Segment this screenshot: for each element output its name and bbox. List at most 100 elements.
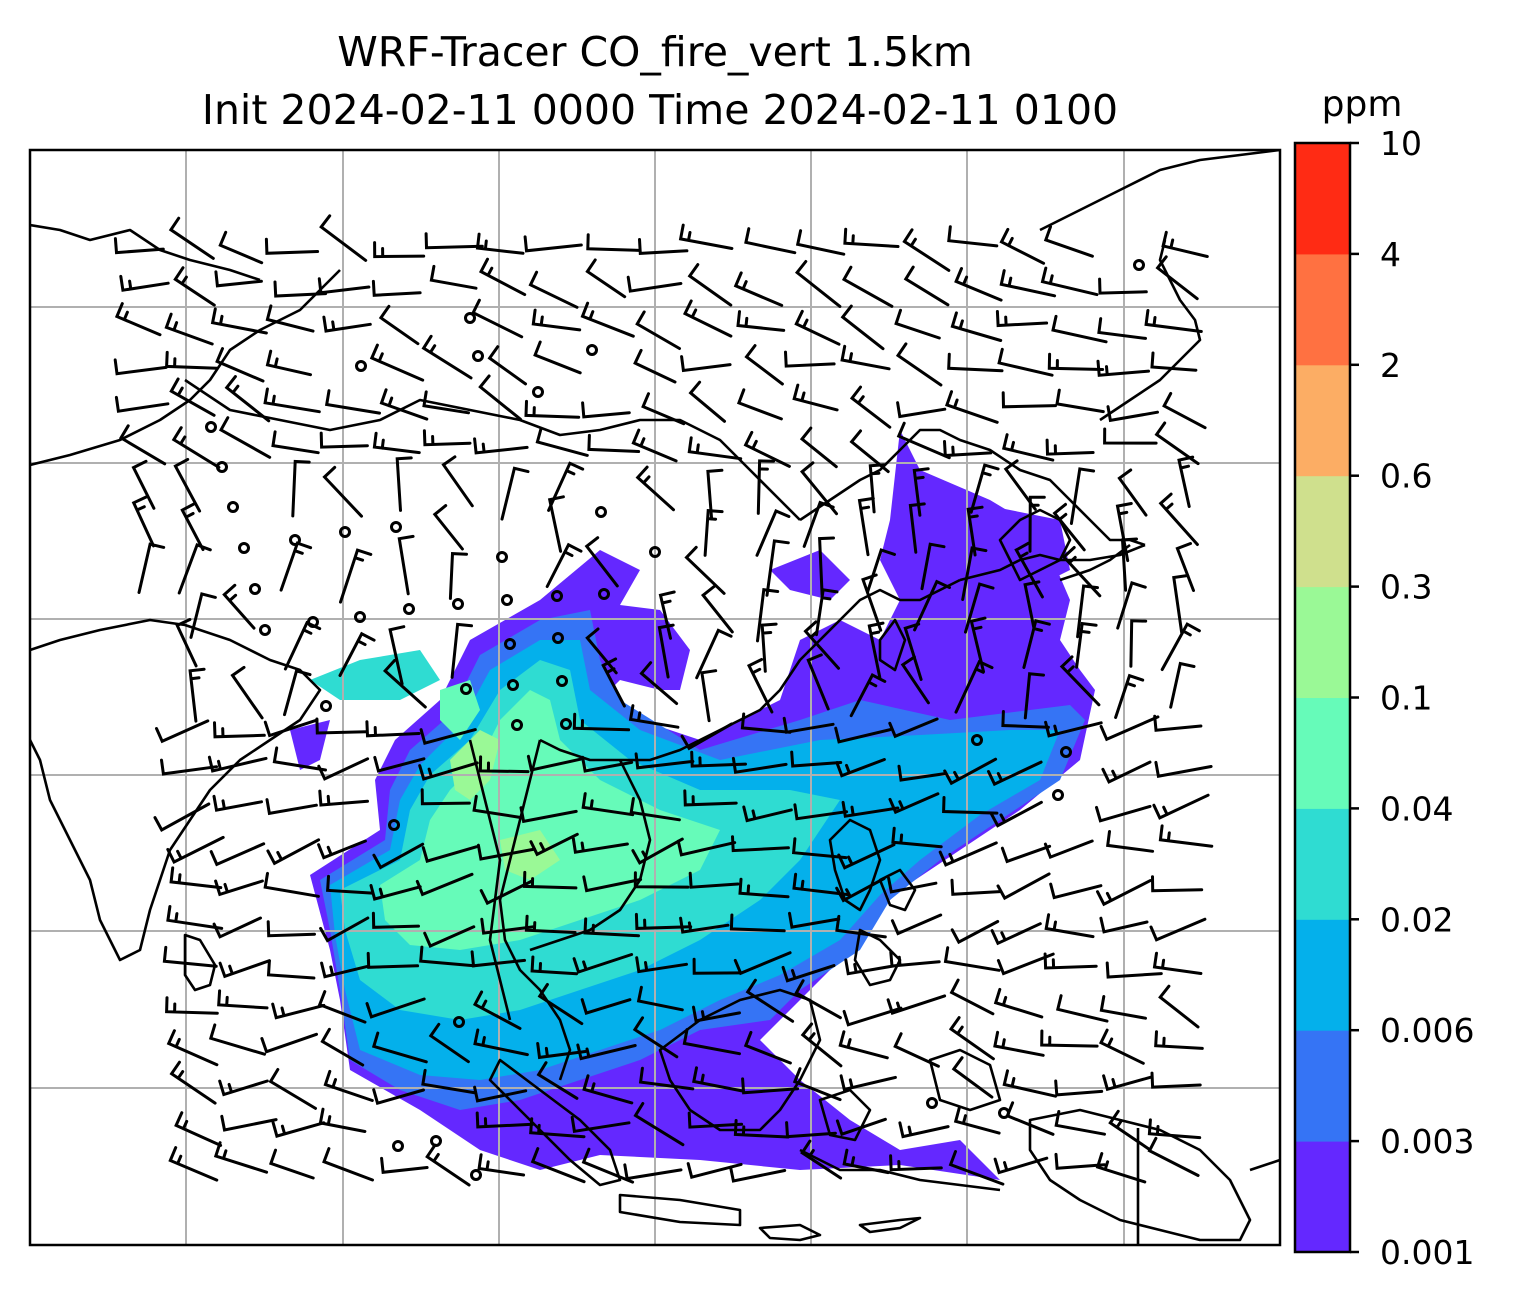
wind-barb bbox=[1001, 433, 1055, 462]
wind-barb bbox=[524, 914, 577, 934]
wind-barb bbox=[913, 579, 951, 632]
wind-barb bbox=[168, 1146, 219, 1182]
calm-wind-marker bbox=[472, 350, 484, 362]
wind-barb bbox=[536, 1042, 587, 1060]
wind-barb bbox=[687, 263, 733, 307]
calm-wind-marker bbox=[249, 583, 261, 595]
wind-barb bbox=[680, 355, 732, 373]
wind-barb bbox=[738, 877, 790, 899]
wind-barb bbox=[1105, 961, 1163, 979]
wind-barb bbox=[631, 428, 678, 463]
wind-barb bbox=[581, 401, 631, 419]
wind-barb bbox=[162, 945, 218, 968]
calm-wind-marker bbox=[649, 546, 661, 558]
wind-barb bbox=[1044, 913, 1095, 939]
wind-barb bbox=[1106, 830, 1155, 853]
wind-barb bbox=[889, 950, 941, 968]
colorbar-segment bbox=[1295, 697, 1350, 809]
wind-barb bbox=[867, 621, 885, 679]
calm-wind-circles bbox=[205, 259, 1145, 1181]
wind-barb bbox=[472, 794, 523, 820]
wind-barb bbox=[996, 872, 1051, 901]
wind-barb bbox=[212, 794, 263, 812]
wind-barb bbox=[900, 655, 930, 705]
wind-barb bbox=[320, 961, 370, 979]
wind-barb bbox=[477, 1153, 526, 1177]
wind-barb bbox=[1117, 468, 1148, 517]
wind-barb bbox=[633, 1102, 685, 1147]
wind-barb bbox=[784, 350, 836, 368]
calm-wind-marker bbox=[507, 679, 519, 691]
wind-barb bbox=[1040, 1029, 1099, 1048]
wind-barb bbox=[580, 301, 635, 338]
wind-barb bbox=[326, 874, 374, 895]
wind-barb bbox=[1043, 952, 1098, 970]
wind-barb bbox=[840, 304, 885, 351]
wind-barb bbox=[1098, 277, 1148, 295]
wind-barb bbox=[365, 720, 421, 738]
wind-barb bbox=[1144, 309, 1203, 333]
wind-barb bbox=[1047, 352, 1105, 371]
wind-barb bbox=[966, 505, 984, 557]
wind-barb bbox=[478, 257, 527, 297]
wind-barb bbox=[1055, 388, 1105, 414]
wind-barb bbox=[628, 704, 680, 729]
wind-barb bbox=[1001, 710, 1050, 729]
wind-barb bbox=[794, 309, 841, 346]
wind-barb bbox=[1098, 1028, 1145, 1065]
wind-barb bbox=[1096, 359, 1150, 377]
wind-barb bbox=[841, 265, 894, 308]
wind-barb bbox=[1099, 916, 1149, 934]
wind-barb bbox=[1069, 467, 1096, 525]
wind-barb bbox=[380, 1156, 429, 1174]
wind-barb bbox=[1151, 875, 1204, 893]
wind-barb bbox=[843, 227, 900, 248]
wind-barb bbox=[473, 437, 529, 455]
colorbar-segment bbox=[1295, 1141, 1350, 1253]
wind-barb bbox=[324, 389, 381, 415]
wind-barb bbox=[131, 459, 156, 510]
wind-barb bbox=[371, 279, 422, 297]
wind-barb bbox=[756, 459, 776, 515]
calm-wind-marker bbox=[551, 590, 563, 602]
wind-barb bbox=[1096, 879, 1152, 907]
wind-barb bbox=[419, 728, 477, 746]
wind-barb bbox=[471, 298, 524, 339]
wind-barb bbox=[834, 726, 892, 744]
wind-barb bbox=[537, 983, 584, 1026]
wind-barb bbox=[169, 377, 216, 417]
wind-barb bbox=[319, 431, 369, 449]
wind-barb bbox=[1169, 661, 1196, 709]
wind-barb bbox=[291, 459, 311, 518]
wind-barb bbox=[839, 1074, 897, 1092]
wind-barb bbox=[220, 1114, 278, 1132]
wind-barb bbox=[676, 839, 737, 857]
wind-barb bbox=[421, 334, 473, 380]
wind-barb bbox=[222, 583, 256, 630]
colorbar-tick-label: 0.04 bbox=[1380, 789, 1453, 828]
wind-barb bbox=[177, 542, 212, 595]
wind-barb bbox=[1055, 994, 1109, 1023]
wind-barb bbox=[790, 750, 843, 768]
wind-barb bbox=[224, 375, 271, 423]
wind-barb bbox=[580, 998, 632, 1015]
wind-barb bbox=[849, 672, 887, 718]
calm-wind-marker bbox=[430, 1135, 442, 1147]
wind-barb bbox=[160, 758, 219, 776]
wind-barb bbox=[322, 465, 363, 518]
wind-barb bbox=[265, 304, 315, 333]
wind-barb bbox=[432, 504, 464, 551]
wind-barb bbox=[793, 803, 849, 821]
wind-barb bbox=[950, 878, 1002, 896]
wind-barb bbox=[570, 1115, 631, 1134]
wind-barb bbox=[372, 431, 421, 455]
wind-barb bbox=[169, 1060, 217, 1105]
calm-wind-marker bbox=[586, 344, 598, 356]
wind-barb bbox=[800, 1139, 843, 1180]
wind-barb bbox=[1149, 917, 1207, 942]
calm-wind-marker bbox=[460, 683, 472, 695]
wind-barb bbox=[688, 871, 740, 889]
wind-barb bbox=[1043, 225, 1094, 258]
wind-barb bbox=[964, 582, 995, 634]
wind-barb bbox=[795, 229, 846, 256]
